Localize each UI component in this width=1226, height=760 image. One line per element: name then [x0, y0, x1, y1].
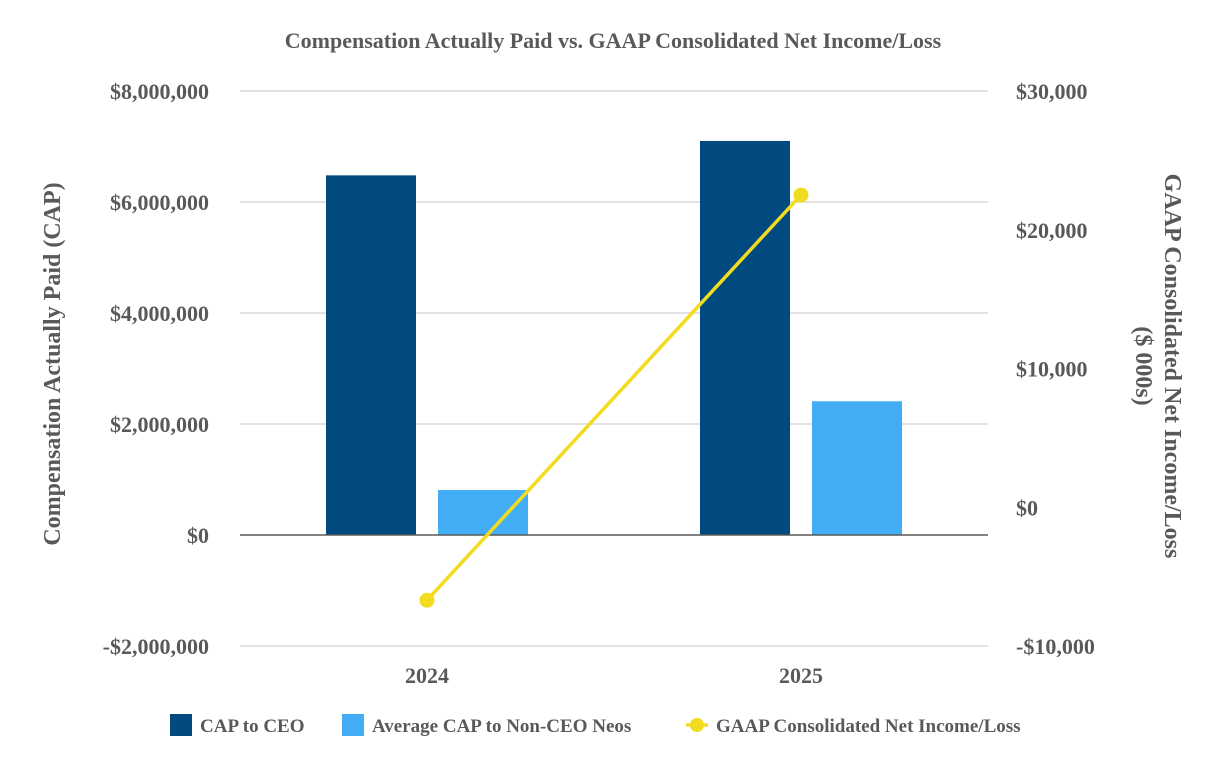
left-axis-ticks: -$2,000,000 $0 $2,000,000 $4,000,000 $6,000,…: [103, 79, 209, 659]
left-tick-label: -$2,000,000: [103, 634, 209, 659]
bar-avg-cap-non-ceo-2024: [438, 490, 528, 535]
legend-label: GAAP Consolidated Net Income/Loss: [716, 716, 1021, 737]
left-tick-label: $8,000,000: [110, 79, 209, 104]
category-label: 2024: [405, 663, 449, 688]
right-axis-title: GAAP Consolidated Net Income/Loss: [1159, 174, 1185, 559]
left-tick-label: $6,000,000: [110, 190, 209, 215]
legend: CAP to CEO Average CAP to Non-CEO Neos GAA…: [170, 714, 1021, 737]
right-tick-label: $30,000: [1016, 79, 1088, 104]
bar-avg-cap-non-ceo-2025: [812, 401, 902, 535]
right-axis-ticks: -$10,000 $0 $10,000 $20,000 $30,000: [1016, 79, 1095, 659]
chart-title: Compensation Actually Paid vs. GAAP Cons…: [285, 28, 942, 53]
left-tick-label: $0: [187, 523, 209, 548]
line-series: [419, 187, 809, 608]
right-tick-label: -$10,000: [1016, 634, 1095, 659]
left-tick-label: $2,000,000: [110, 412, 209, 437]
right-tick-label: $10,000: [1016, 357, 1088, 382]
left-tick-label: $4,000,000: [110, 301, 209, 326]
legend-label: Average CAP to Non-CEO Neos: [372, 716, 631, 737]
legend-swatch: [342, 714, 364, 736]
line-income-loss: [425, 193, 803, 602]
category-labels: 2024 2025: [405, 663, 823, 688]
bar-cap-to-ceo-2025: [700, 140, 790, 535]
right-axis-title-line2: ($ 000s): [1130, 326, 1156, 405]
category-label: 2025: [779, 663, 823, 688]
right-tick-label: $20,000: [1016, 218, 1088, 243]
left-axis-title: Compensation Actually Paid (CAP): [40, 182, 66, 545]
legend-swatch: [170, 714, 192, 736]
bar-cap-to-ceo-2024: [326, 175, 416, 536]
point-income-loss-2024: [419, 592, 435, 608]
legend-label: CAP to CEO: [200, 716, 305, 737]
right-tick-label: $0: [1016, 495, 1038, 520]
bars: [326, 140, 902, 536]
legend-swatch-marker: [690, 718, 704, 732]
point-income-loss-2025: [793, 187, 809, 203]
